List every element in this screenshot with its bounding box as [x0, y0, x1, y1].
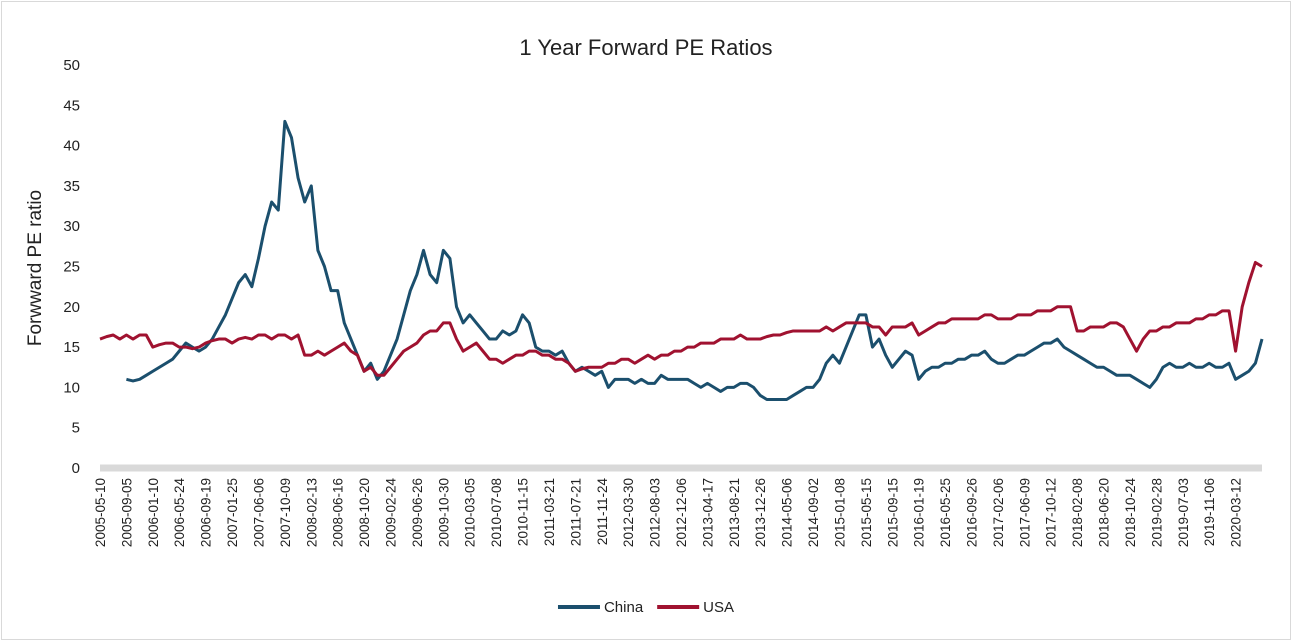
x-tick-label: 2014-05-06 [780, 478, 795, 547]
x-tick-label: 2009-06-26 [410, 478, 425, 547]
x-tick-label: 2009-02-24 [384, 478, 399, 548]
x-tick-label: 2011-11-24 [595, 478, 610, 546]
x-tick-label: 2018-02-08 [1070, 478, 1085, 547]
x-tick-label: 2013-12-26 [753, 478, 768, 547]
x-tick-label: 2009-10-30 [436, 478, 451, 547]
x-tick-label: 2006-05-24 [172, 478, 187, 548]
legend-label: China [604, 599, 644, 616]
x-tick-label: 2020-03-12 [1229, 478, 1244, 547]
x-tick-label: 2013-08-21 [727, 478, 742, 547]
x-tick-label: 2006-01-10 [146, 478, 161, 547]
x-tick-label: 2010-11-15 [516, 478, 531, 546]
x-tick-label: 2008-10-20 [357, 478, 372, 547]
x-tick-label: 2006-09-19 [199, 478, 214, 547]
x-tick-label: 2005-09-05 [119, 478, 134, 547]
x-tick-label: 2019-11-06 [1202, 478, 1217, 546]
x-tick-label: 2014-09-02 [806, 478, 821, 547]
x-tick-label: 2010-03-05 [463, 478, 478, 547]
x-tick-label: 2016-01-19 [912, 478, 927, 547]
x-tick-label: 2007-06-06 [251, 478, 266, 547]
y-tick-label: 10 [63, 379, 80, 396]
y-tick-label: 20 [63, 299, 80, 316]
x-tick-label: 2007-10-09 [278, 478, 293, 547]
x-tick-label: 2013-04-17 [700, 478, 715, 547]
x-tick-label: 2012-08-03 [648, 478, 663, 547]
y-tick-label: 45 [63, 97, 80, 114]
legend: China USA [557, 599, 734, 616]
x-tick-label: 2015-09-15 [885, 478, 900, 547]
y-axis-label: Forwward PE ratio [25, 190, 46, 346]
x-tick-label: 2017-10-12 [1044, 478, 1059, 547]
legend-label: USA [703, 599, 734, 616]
y-tick-label: 5 [72, 420, 80, 437]
y-tick-label: 40 [63, 138, 80, 155]
x-tick-label: 2005-05-10 [93, 478, 108, 547]
x-tick-label: 2015-05-15 [859, 478, 874, 547]
line-series [126, 119, 1264, 401]
x-tick-label: 2008-02-13 [304, 478, 319, 547]
x-tick-label: 2017-02-06 [991, 478, 1006, 547]
y-tick-label: 30 [63, 218, 80, 235]
x-tick-label: 2018-06-20 [1097, 478, 1112, 547]
x-tick-label: 2011-07-21 [568, 478, 583, 546]
x-tick-label: 2011-03-21 [542, 478, 557, 546]
x-tick-label: 2010-07-08 [489, 478, 504, 547]
x-tick-label: 2012-03-30 [621, 478, 636, 547]
y-tick-label: 0 [72, 460, 80, 477]
x-tick-label: 2015-01-08 [832, 478, 847, 547]
x-tick-label: 2016-05-25 [938, 478, 953, 547]
x-tick-label: 2019-02-28 [1149, 478, 1164, 547]
y-tick-label: 15 [63, 339, 80, 356]
line-series [99, 260, 1263, 377]
x-tick-label: 2016-09-26 [965, 478, 980, 547]
x-tick-label: 2019-07-03 [1176, 478, 1191, 547]
x-tick-label: 2017-06-09 [1017, 478, 1032, 547]
x-tick-label: 2007-01-25 [225, 478, 240, 547]
x-tick-label: 2012-12-06 [674, 478, 689, 547]
x-tick-label: 2018-10-24 [1123, 478, 1138, 548]
y-tick-label: 25 [63, 259, 80, 276]
x-tick-label: 2008-06-16 [331, 478, 346, 547]
chart-title: 1 Year Forward PE Ratios [519, 35, 772, 60]
y-tick-label: 35 [63, 178, 80, 195]
y-tick-label: 50 [63, 57, 80, 74]
